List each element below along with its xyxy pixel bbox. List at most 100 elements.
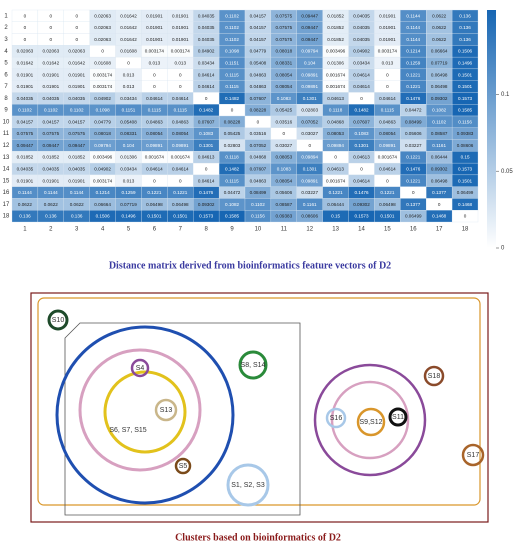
cell-value: 0.01901 bbox=[17, 178, 34, 183]
cell-value: 0.08054 bbox=[172, 131, 189, 136]
cell-value: 0.04779 bbox=[94, 119, 111, 124]
cell-value: 0.03516 bbox=[250, 131, 267, 136]
cell-value: 0.08587 bbox=[276, 202, 293, 207]
cell-value: 0.001674 bbox=[145, 155, 165, 160]
cell-value: 0.1221 bbox=[173, 190, 187, 195]
cell-value: 0.09891 bbox=[146, 143, 163, 148]
node-label: S5 bbox=[179, 463, 188, 470]
cell-value: 0.04614 bbox=[198, 178, 215, 183]
cell-value: 0.15 bbox=[461, 155, 470, 160]
colorbar bbox=[487, 10, 496, 248]
cell-value: 0.1221 bbox=[380, 190, 394, 195]
cell-value: 0.01852 bbox=[68, 155, 85, 160]
cell-value: 0 bbox=[153, 178, 156, 183]
cell-value: 0.09447 bbox=[17, 143, 34, 148]
cell-value: 0.01642 bbox=[120, 13, 137, 18]
cell-value: 0.08499 bbox=[250, 190, 267, 195]
col-label: 2 bbox=[49, 227, 53, 233]
cell-value: 0.013 bbox=[175, 61, 187, 66]
node-label: S9,S12 bbox=[360, 419, 383, 426]
cell-value: 0.04035 bbox=[198, 25, 215, 30]
cell-value: 0.013 bbox=[382, 61, 394, 66]
cell-value: 0.08053 bbox=[276, 155, 293, 160]
node-label: S16 bbox=[330, 415, 343, 422]
cell-value: 0.013 bbox=[123, 72, 135, 77]
row-label: 14 bbox=[3, 167, 10, 173]
node-circle bbox=[130, 358, 150, 378]
node-circle bbox=[47, 309, 69, 331]
cell-value: 0.1496 bbox=[458, 61, 472, 66]
col-label: 11 bbox=[281, 227, 288, 233]
cell-value: 0.1482 bbox=[199, 108, 213, 113]
cell-value: 0.15 bbox=[331, 214, 340, 219]
colorbar-tick-label: 0.1 bbox=[501, 92, 510, 98]
node-label: S11 bbox=[392, 414, 404, 421]
cell-value: 0 bbox=[24, 13, 27, 18]
cell-value: 0.04157 bbox=[250, 37, 267, 42]
col-label: 4 bbox=[101, 227, 105, 233]
cell-value: 0 bbox=[75, 25, 78, 30]
cell-value: 0.04868 bbox=[327, 119, 344, 124]
cell-value: 0.07575 bbox=[43, 131, 60, 136]
col-label: 5 bbox=[127, 227, 131, 233]
cell-value: 0.09383 bbox=[276, 214, 293, 219]
cell-value: 0.1259 bbox=[406, 61, 420, 66]
cell-value: 0.1482 bbox=[225, 167, 239, 172]
cell-value: 0.04613 bbox=[353, 155, 370, 160]
cell-value: 0.136 bbox=[459, 37, 471, 42]
cell-value: 0.04472 bbox=[224, 190, 241, 195]
cell-value: 0.01642 bbox=[120, 37, 137, 42]
cell-value: 0.1151 bbox=[122, 108, 136, 113]
cell-value: 0.09383 bbox=[457, 131, 474, 136]
cell-value: 0.1151 bbox=[225, 61, 239, 66]
cell-value: 0 bbox=[24, 37, 27, 42]
cell-value: 0.04613 bbox=[327, 96, 344, 101]
cell-value: 0 bbox=[360, 96, 363, 101]
cell-value: 0.08053 bbox=[327, 131, 344, 136]
cluster-circle bbox=[78, 348, 202, 472]
cell-value: 0.08054 bbox=[276, 72, 293, 77]
cell-value: 0.02803 bbox=[224, 143, 241, 148]
cell-value: 0.07607 bbox=[250, 167, 267, 172]
cell-value: 0.09891 bbox=[172, 143, 189, 148]
cell-value: 0.02063 bbox=[43, 49, 60, 54]
cell-value: 0.08228 bbox=[224, 119, 241, 124]
cell-value: 0.03434 bbox=[120, 96, 137, 101]
cluster-diagram bbox=[30, 292, 489, 523]
cell-value: 0.09447 bbox=[301, 25, 318, 30]
cell-value: 0.09302 bbox=[353, 202, 370, 207]
cell-value: 0.013 bbox=[123, 84, 135, 89]
node-circle bbox=[325, 407, 347, 429]
cell-value: 0.06498 bbox=[431, 178, 448, 183]
cell-value: 0.1501 bbox=[458, 178, 472, 183]
cell-value: 0 bbox=[153, 72, 156, 77]
cell-value: 0.01901 bbox=[68, 72, 85, 77]
cell-value: 0.1098 bbox=[96, 108, 110, 113]
cell-value: 0.04035 bbox=[353, 37, 370, 42]
cell-value: 0.1161 bbox=[432, 143, 446, 148]
cell-value: 0 bbox=[205, 167, 208, 172]
cell-value: 0.0622 bbox=[44, 202, 58, 207]
cell-value: 0.04157 bbox=[43, 119, 60, 124]
cell-value: 0.1144 bbox=[18, 190, 32, 195]
col-label: 3 bbox=[75, 227, 79, 233]
cell-value: 0.03227 bbox=[405, 143, 422, 148]
cell-value: 0.04035 bbox=[353, 25, 370, 30]
cell-value: 0 bbox=[386, 178, 389, 183]
node-label: S1, S2, S3 bbox=[231, 482, 265, 489]
cell-value: 0.1102 bbox=[225, 13, 239, 18]
row-label: 13 bbox=[3, 155, 10, 161]
cell-value: 0.0622 bbox=[18, 202, 32, 207]
cell-value: 0.04863 bbox=[250, 84, 267, 89]
cell-value: 0.08018 bbox=[276, 49, 293, 54]
node-label: S18 bbox=[428, 373, 441, 380]
cell-value: 0.1144 bbox=[406, 13, 420, 18]
row-label: 10 bbox=[3, 119, 10, 125]
row-label: 7 bbox=[4, 84, 8, 90]
cell-value: 0.1496 bbox=[121, 214, 135, 219]
col-label: 13 bbox=[332, 227, 339, 233]
cell-value: 0.1501 bbox=[147, 214, 161, 219]
cell-value: 0.03516 bbox=[276, 119, 293, 124]
cell-value: 0.07719 bbox=[120, 202, 137, 207]
cell-value: 0.003174 bbox=[93, 178, 113, 183]
